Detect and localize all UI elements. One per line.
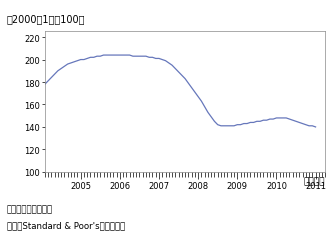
Text: （年月）: （年月） (304, 177, 325, 186)
Text: 備考：季節調整値。: 備考：季節調整値。 (7, 204, 53, 213)
Text: 資料：Standard & Poor'sから作成。: 資料：Standard & Poor'sから作成。 (7, 221, 125, 230)
Text: （2000年1月＝100）: （2000年1月＝100） (7, 14, 85, 24)
